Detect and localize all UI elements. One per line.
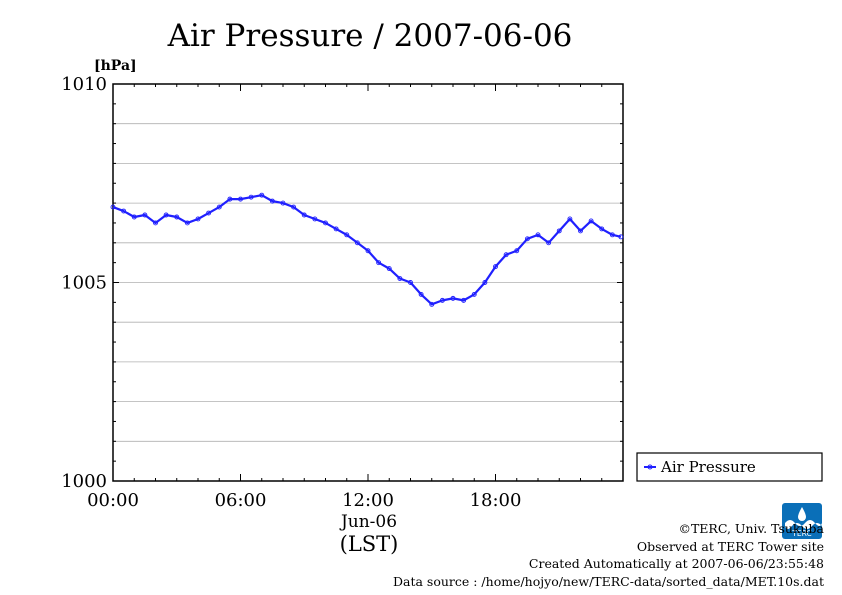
data-point xyxy=(556,228,562,234)
data-point xyxy=(524,236,530,242)
credits-block: ©TERC, Univ. Tsukuba Observed at TERC To… xyxy=(393,520,824,590)
credit-copyright: ©TERC, Univ. Tsukuba xyxy=(678,521,824,536)
data-point xyxy=(195,216,201,222)
data-point xyxy=(174,214,180,220)
y-tick-label: 1005 xyxy=(61,273,107,294)
legend-entry-air-pressure: Air Pressure xyxy=(660,458,756,476)
series-line xyxy=(112,194,622,306)
data-point xyxy=(376,260,382,266)
svg-text:TERC: TERC xyxy=(791,529,811,538)
grid-lines xyxy=(113,123,623,442)
data-point xyxy=(131,214,137,220)
data-point xyxy=(216,204,222,210)
data-point xyxy=(365,248,371,254)
data-point xyxy=(618,234,624,240)
x-axis-label: (LST) xyxy=(340,532,399,556)
data-point xyxy=(461,297,467,303)
chart-title: Air Pressure / 2007-06-06 xyxy=(167,18,573,54)
data-point xyxy=(450,295,456,301)
data-point xyxy=(599,226,605,232)
data-point xyxy=(567,216,573,222)
data-point xyxy=(609,232,615,238)
x-tick-label: 06:00 xyxy=(215,490,267,511)
x-tick-labels: 00:00 06:00 12:00 18:00 xyxy=(87,490,521,511)
data-point xyxy=(471,291,477,297)
data-point xyxy=(323,220,328,226)
data-point xyxy=(142,212,148,218)
data-point xyxy=(397,276,403,281)
y-tick-labels: 1000 1005 1010 xyxy=(61,74,107,492)
data-point xyxy=(110,204,116,210)
data-point xyxy=(354,240,360,246)
data-point xyxy=(344,232,350,238)
data-point xyxy=(408,280,413,285)
y-tick-label: 1000 xyxy=(61,471,107,492)
data-point xyxy=(493,264,498,270)
axis-ticks xyxy=(112,83,624,482)
x-tick-label: 18:00 xyxy=(470,490,522,511)
data-point xyxy=(418,291,424,297)
legend: Air Pressure xyxy=(636,452,823,482)
data-point xyxy=(301,212,307,218)
x-tick-label: 12:00 xyxy=(342,490,394,511)
data-point xyxy=(439,297,445,303)
data-point xyxy=(227,196,233,202)
data-point xyxy=(333,226,339,232)
data-point xyxy=(206,210,212,216)
data-point xyxy=(503,252,509,258)
data-point xyxy=(280,200,286,206)
credit-source: Data source : /home/hojyo/new/TERC-data/… xyxy=(392,573,824,589)
data-point xyxy=(482,280,488,285)
data-point xyxy=(429,301,435,307)
data-point xyxy=(535,232,541,238)
data-point xyxy=(269,198,275,204)
credit-observed: Observed at TERC Tower site xyxy=(636,538,824,554)
data-point xyxy=(153,220,158,226)
data-point xyxy=(312,216,318,222)
data-point xyxy=(184,220,190,226)
y-tick-label: 1010 xyxy=(61,74,107,95)
data-point xyxy=(248,194,254,200)
data-point xyxy=(238,196,243,202)
date-label: Jun-06 xyxy=(339,512,397,532)
y-axis-label: [hPa] xyxy=(94,58,137,74)
data-point xyxy=(163,212,169,218)
data-point xyxy=(121,208,127,214)
data-point xyxy=(259,192,265,198)
data-point xyxy=(546,240,552,246)
data-point xyxy=(578,228,583,234)
legend-box xyxy=(636,452,823,482)
x-tick-label: 00:00 xyxy=(87,490,139,511)
legend-marker xyxy=(647,464,653,470)
data-point xyxy=(514,248,520,254)
data-point xyxy=(588,218,594,224)
data-point xyxy=(291,204,297,210)
series-air-pressure xyxy=(110,192,624,307)
data-point xyxy=(386,266,392,272)
terc-logo: TERC xyxy=(782,503,822,543)
credit-created: Created Automatically at 2007-06-06/23:5… xyxy=(528,556,824,571)
